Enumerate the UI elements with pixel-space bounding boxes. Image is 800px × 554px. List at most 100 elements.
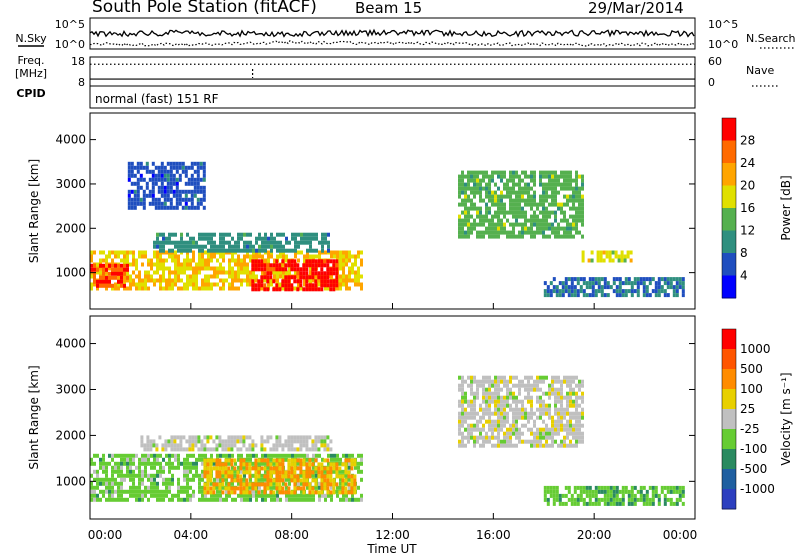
power-cell xyxy=(258,248,261,253)
velocity-cell xyxy=(237,453,240,458)
power-colorbar-tick: 24 xyxy=(740,156,755,170)
cpid-text: normal (fast) 151 RF xyxy=(95,92,219,106)
power-cell xyxy=(305,279,309,284)
velocity-cell xyxy=(266,470,270,475)
power-cell xyxy=(258,232,261,237)
velocity-cell xyxy=(111,485,114,490)
power-cell xyxy=(515,190,518,195)
velocity-cell xyxy=(575,443,578,448)
velocity-cell xyxy=(236,474,240,479)
power-cell xyxy=(287,287,291,292)
velocity-cell xyxy=(482,439,485,444)
velocity-cell xyxy=(150,477,153,482)
power-cell xyxy=(189,258,192,263)
velocity-cell xyxy=(515,427,518,432)
power-cell xyxy=(132,258,135,263)
velocity-cell xyxy=(140,439,144,444)
power-cell xyxy=(560,210,563,215)
power-cell xyxy=(572,226,575,231)
power-cell xyxy=(515,206,518,211)
velocity-cell xyxy=(285,493,288,498)
power-cell xyxy=(204,262,207,267)
power-cell xyxy=(458,234,461,239)
power-cell xyxy=(569,234,572,239)
power-cell xyxy=(512,186,515,191)
velocity-cell xyxy=(245,490,249,495)
power-cell xyxy=(96,262,99,267)
power-cell xyxy=(249,278,252,283)
power-cell xyxy=(572,178,575,183)
power-cell xyxy=(323,279,327,284)
velocity-cell xyxy=(168,497,171,502)
velocity-cell xyxy=(149,439,153,444)
velocity-cell xyxy=(159,453,162,458)
power-cell xyxy=(198,244,201,249)
velocity-cell xyxy=(278,478,282,483)
power-cell xyxy=(578,194,581,199)
power-cell xyxy=(222,270,225,275)
velocity-cell xyxy=(299,466,303,471)
power-cell xyxy=(255,254,258,259)
date-label: 29/Mar/2014 xyxy=(588,0,684,17)
power-cell xyxy=(114,271,117,276)
velocity-cell xyxy=(227,458,231,463)
velocity-cell xyxy=(536,435,539,440)
power-cell xyxy=(354,262,357,267)
velocity-cell xyxy=(203,470,207,475)
power-cell xyxy=(231,258,234,263)
power-cell xyxy=(175,205,179,210)
power-cell xyxy=(201,266,204,271)
velocity-cell xyxy=(132,461,135,466)
velocity-cell xyxy=(123,477,126,482)
power-cell xyxy=(174,244,177,249)
power-cell xyxy=(207,232,210,237)
velocity-cell xyxy=(263,466,267,471)
power-cell xyxy=(195,270,198,275)
power-cell xyxy=(240,262,243,267)
power-cell xyxy=(264,232,267,237)
power-cell xyxy=(326,283,330,288)
velocity-cell xyxy=(509,439,512,444)
velocity-cell xyxy=(585,493,589,498)
velocity-cell xyxy=(575,431,578,436)
power-cell xyxy=(345,274,348,279)
power-cell xyxy=(237,258,240,263)
velocity-cell xyxy=(273,485,276,490)
power-cell xyxy=(339,250,342,255)
velocity-cell xyxy=(186,497,189,502)
velocity-cell xyxy=(491,419,494,424)
velocity-cell xyxy=(630,485,634,490)
power-cell xyxy=(222,240,225,245)
power-cell xyxy=(476,222,479,227)
velocity-cell xyxy=(90,481,93,486)
power-cell xyxy=(243,240,246,245)
power-cell xyxy=(282,244,285,249)
power-cell xyxy=(168,240,171,245)
power-cell xyxy=(557,190,560,195)
velocity-cell xyxy=(186,477,189,482)
velocity-cell xyxy=(150,461,153,466)
velocity-cell xyxy=(165,461,168,466)
velocity-cell xyxy=(324,469,327,474)
velocity-cell xyxy=(287,439,291,444)
power-cell xyxy=(572,202,575,207)
power-cell xyxy=(623,258,627,263)
noise-left-label: N.Sky xyxy=(15,32,47,45)
power-cell xyxy=(630,289,634,294)
velocity-cell xyxy=(272,443,276,448)
power-cell xyxy=(500,226,503,231)
velocity-cell xyxy=(573,501,577,506)
velocity-colorbar-tick: -500 xyxy=(740,462,767,476)
power-cell xyxy=(202,165,206,170)
power-cell xyxy=(284,279,288,284)
velocity-cell xyxy=(263,447,267,452)
power-cell xyxy=(99,266,102,271)
velocity-panel-bg xyxy=(90,316,695,519)
velocity-cell xyxy=(476,411,479,416)
power-cell xyxy=(216,270,219,275)
power-cell xyxy=(138,274,141,279)
velocity-cell xyxy=(330,457,333,462)
velocity-cell xyxy=(539,443,542,448)
velocity-cell xyxy=(159,469,162,474)
velocity-cell xyxy=(494,427,497,432)
